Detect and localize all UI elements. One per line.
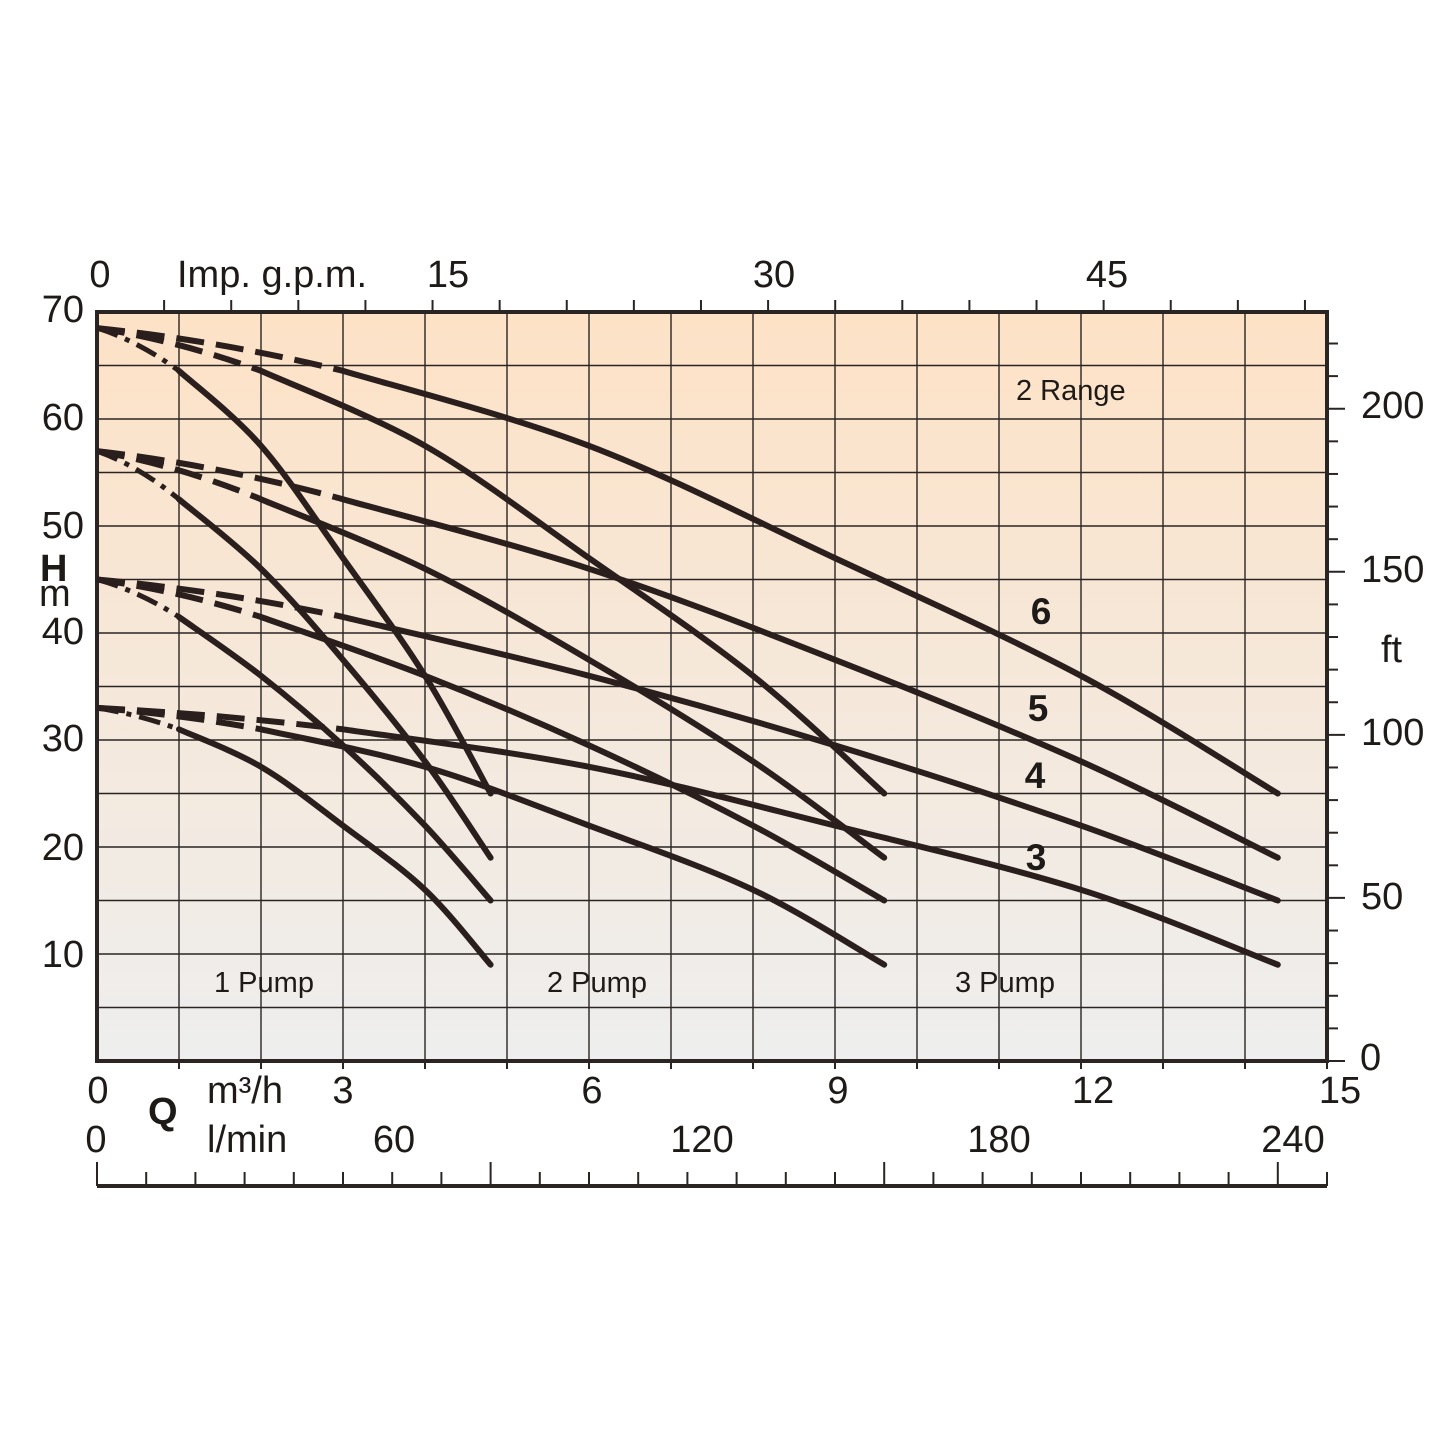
lmin-tick-240: 240: [1261, 1119, 1324, 1161]
y-tick-30: 30: [42, 718, 84, 760]
x-axis-unit-m3h: m³/h: [207, 1070, 283, 1112]
curve-label-5: 5: [1028, 688, 1049, 729]
shutoff-lines: [96, 325, 344, 733]
grid-lines: [97, 312, 1327, 1061]
y-tick-40: 40: [42, 611, 84, 653]
shutoff-5-3-pump: [96, 448, 344, 503]
ft-tick-150: 150: [1361, 549, 1424, 591]
x-tick-0: 0: [87, 1070, 108, 1112]
curve-6-1-pump: [176, 367, 494, 797]
curve-5-1-pump: [176, 496, 494, 861]
curve-label-6: 6: [1031, 591, 1052, 632]
shutoff-4-3-pump: [96, 576, 344, 620]
y-axis-unit-m: m: [39, 573, 71, 615]
ft-tick-50: 50: [1361, 876, 1403, 918]
x-tick-9: 9: [827, 1070, 848, 1112]
lmin-tick-60: 60: [373, 1119, 415, 1161]
x-axis-unit-lmin: l/min: [207, 1119, 287, 1161]
curve-3-2-pump: [258, 726, 888, 968]
ft-tick-0: 0: [1360, 1037, 1381, 1079]
x-tick-15: 15: [1319, 1070, 1361, 1112]
curve-label-4: 4: [1025, 755, 1046, 796]
top-axis-label: Imp. g.p.m.: [177, 254, 367, 296]
curve-label-3: 3: [1026, 837, 1047, 878]
region-label-1-pump: 1 Pump: [214, 967, 314, 999]
x-tick-6: 6: [581, 1070, 602, 1112]
y-tick-20: 20: [42, 827, 84, 869]
curve-3-3-pump: [340, 726, 1281, 968]
performance-curves: [176, 367, 1281, 968]
gpm-tick-30: 30: [753, 254, 795, 296]
lmin-tick-120: 120: [670, 1119, 733, 1161]
curve-5-3-pump: [340, 496, 1281, 861]
curve-6-2-pump: [258, 367, 888, 797]
curve-3-1-pump: [176, 726, 494, 968]
region-label-2-range: 2 Range: [1016, 375, 1126, 407]
y-tick-50: 50: [42, 505, 84, 547]
lmin-tick-0: 0: [85, 1119, 106, 1161]
region-label-2-pump: 2 Pump: [547, 967, 647, 999]
gpm-tick-45: 45: [1086, 254, 1128, 296]
x-tick-12: 12: [1072, 1070, 1114, 1112]
region-label-3-pump: 3 Pump: [955, 967, 1055, 999]
q-axis-label: Q: [148, 1091, 178, 1133]
plot-frame: [95, 310, 1329, 1063]
curve-4-2-pump: [258, 614, 888, 904]
ft-tick-100: 100: [1361, 712, 1424, 754]
shutoff-3-3-pump: [96, 704, 344, 733]
y-tick-60: 60: [42, 397, 84, 439]
right-axis-unit-ft: ft: [1381, 629, 1403, 671]
shutoff-6-3-pump: [96, 325, 344, 374]
y-tick-70: 70: [42, 289, 84, 331]
y-tick-10: 10: [42, 934, 84, 976]
lmin-tick-180: 180: [967, 1119, 1030, 1161]
y-axis-label-h: H: [40, 548, 67, 590]
ft-tick-200: 200: [1361, 385, 1424, 427]
x-tick-3: 3: [332, 1070, 353, 1112]
curve-6-3-pump: [340, 367, 1281, 797]
curve-5-2-pump: [258, 496, 888, 861]
gpm-tick-15: 15: [427, 254, 469, 296]
gpm-tick-0: 0: [89, 254, 110, 296]
curve-4-3-pump: [340, 614, 1281, 904]
